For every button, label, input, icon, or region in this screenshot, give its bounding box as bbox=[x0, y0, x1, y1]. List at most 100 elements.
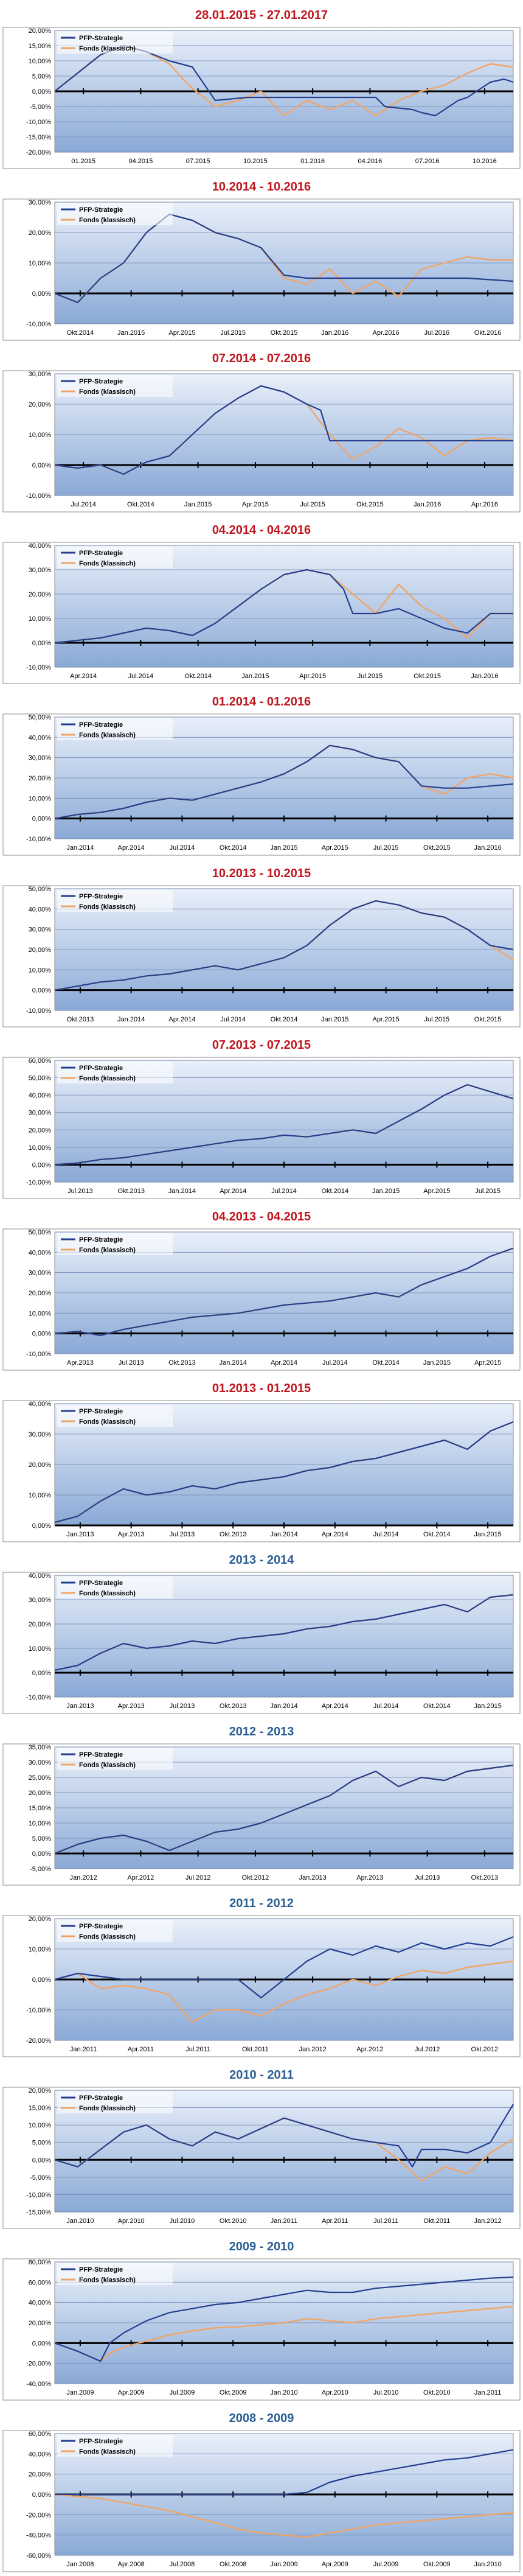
y-tick-label: 10,00% bbox=[29, 1310, 52, 1317]
y-tick-label: 20,00% bbox=[29, 401, 52, 408]
line-chart: 50,00% 40,00% 30,00% 20,00% 10,00% 0,00% -10,0… bbox=[2, 885, 521, 1027]
legend-box bbox=[57, 375, 173, 397]
y-tick-label: 0,00% bbox=[32, 1976, 51, 1984]
x-tick-label: Jul.2013 bbox=[170, 1703, 195, 1710]
y-tick-label: -20,00% bbox=[26, 149, 51, 156]
y-tick-label: -10,00% bbox=[26, 321, 51, 328]
x-tick-label: Apr.2013 bbox=[356, 1874, 383, 1881]
y-tick-label: 0,00% bbox=[32, 1850, 51, 1858]
legend: PFP-Strategie Fonds (klassisch) bbox=[57, 32, 173, 54]
y-tick-label: 60,00% bbox=[29, 2279, 52, 2286]
y-tick-label: 0,00% bbox=[32, 987, 51, 995]
x-tick-label: Jul.2013 bbox=[119, 1359, 144, 1367]
x-tick-label: Jul.2014 bbox=[170, 844, 195, 852]
y-tick-label: -15,00% bbox=[26, 134, 51, 141]
line-chart: 80,00% 60,00% 40,00% 20,00% 0,00% -20,00% -40,… bbox=[2, 2258, 521, 2401]
x-tick-label: 01.2016 bbox=[300, 158, 325, 165]
y-tick-label: -10,00% bbox=[26, 1179, 51, 1186]
x-tick-label: Jan.2014 bbox=[168, 1188, 196, 1195]
legend-box bbox=[57, 718, 173, 740]
chart-panel: 01.2014 - 01.2016 50,00% 40,00% 30,00% 20,00… bbox=[2, 691, 521, 857]
chart-title: 2013 - 2014 bbox=[229, 1553, 294, 1567]
legend: PFP-Strategie Fonds (klassisch) bbox=[57, 2091, 173, 2113]
x-tick-label: Jan.2011 bbox=[271, 2217, 297, 2225]
x-tick-label: Jan.2015 bbox=[321, 1016, 348, 1023]
legend: PFP-Strategie Fonds (klassisch) bbox=[57, 1577, 173, 1598]
y-tick-label: 5,00% bbox=[32, 1835, 51, 1843]
x-tick-label: 10.2015 bbox=[243, 158, 268, 165]
x-tick-label: Okt.2013 bbox=[168, 1359, 196, 1367]
x-tick-label: Jan.2014 bbox=[270, 1531, 297, 1538]
y-tick-label: 80,00% bbox=[29, 2259, 52, 2266]
line-chart: 20,00% 15,00% 10,00% 5,00% 0,00% -5,00% -10,00… bbox=[2, 2087, 521, 2229]
y-tick-label: 10,00% bbox=[29, 1492, 52, 1499]
legend-label: PFP-Strategie bbox=[79, 893, 123, 900]
line-chart: 50,00% 40,00% 30,00% 20,00% 10,00% 0,00% -10,0… bbox=[2, 1228, 521, 1371]
x-tick-label: Apr.2009 bbox=[118, 2389, 145, 2396]
y-tick-label: 50,00% bbox=[29, 714, 52, 721]
y-tick-label: -10,00% bbox=[26, 119, 51, 126]
legend-label: Fonds (klassisch) bbox=[79, 45, 136, 52]
x-tick-label: Jul.2015 bbox=[424, 1016, 450, 1023]
y-tick-label: 20,00% bbox=[29, 27, 52, 35]
legend: PFP-Strategie Fonds (klassisch) bbox=[57, 890, 173, 912]
x-tick-label: Jul.2013 bbox=[170, 1531, 195, 1538]
y-tick-label: -5,00% bbox=[30, 103, 51, 111]
x-tick-label: Apr.2014 bbox=[271, 1359, 297, 1367]
legend-label: PFP-Strategie bbox=[79, 721, 123, 729]
x-tick-label: Jan.2015 bbox=[184, 501, 212, 508]
line-chart: 30,00% 20,00% 10,00% 0,00% -10,00% Jul.2014 Ok… bbox=[2, 370, 521, 513]
x-tick-label: Jan.2012 bbox=[474, 2217, 501, 2225]
legend-box bbox=[57, 32, 173, 54]
x-tick-label: Okt.2014 bbox=[67, 329, 94, 337]
x-tick-label: Apr.2015 bbox=[373, 1016, 400, 1023]
legend-label: PFP-Strategie bbox=[79, 1408, 123, 1415]
x-tick-label: Jan.2009 bbox=[66, 2389, 94, 2396]
line-chart: 60,00% 50,00% 40,00% 30,00% 20,00% 10,00% 0,00… bbox=[2, 1057, 521, 1199]
y-tick-label: -40,00% bbox=[26, 2532, 51, 2539]
series-line-pfp-strategie bbox=[54, 1083, 514, 1166]
y-tick-label: 50,00% bbox=[29, 886, 52, 893]
legend-label: Fonds (klassisch) bbox=[79, 1075, 136, 1082]
series-line-pfp-strategie bbox=[54, 744, 514, 819]
chart-title: 2011 - 2012 bbox=[229, 1897, 294, 1910]
x-tick-label: Okt.2011 bbox=[242, 2046, 269, 2053]
legend-box bbox=[57, 2091, 173, 2113]
y-tick-label: -10,00% bbox=[26, 1007, 51, 1015]
x-tick-label: Okt.2011 bbox=[423, 2217, 450, 2225]
x-tick-label: Jan.2010 bbox=[270, 2389, 297, 2396]
x-tick-label: Apr.2015 bbox=[322, 844, 348, 852]
y-tick-label: 0,00% bbox=[32, 2157, 51, 2164]
x-tick-label: 04.2016 bbox=[358, 158, 382, 165]
y-tick-label: -10,00% bbox=[26, 2191, 51, 2199]
series-line-pfp-strategie bbox=[54, 1247, 514, 1337]
legend-label: PFP-Strategie bbox=[79, 550, 123, 557]
chart-title: 04.2014 - 04.2016 bbox=[212, 523, 311, 537]
x-tick-label: Jul.2014 bbox=[373, 1703, 399, 1710]
x-tick-label: Jan.2015 bbox=[474, 1531, 501, 1538]
line-chart: 40,00% 30,00% 20,00% 10,00% 0,00% -10,00% Apr.… bbox=[2, 542, 521, 684]
x-tick-label: Okt.2012 bbox=[242, 1874, 269, 1881]
legend: PFP-Strategie Fonds (klassisch) bbox=[57, 1405, 173, 1427]
x-tick-label: Jul.2016 bbox=[424, 329, 450, 337]
series-line-pfp-strategie bbox=[54, 1764, 514, 1855]
y-tick-label: 30,00% bbox=[29, 1110, 52, 1117]
x-tick-label: 10.2016 bbox=[473, 158, 497, 165]
legend-box bbox=[57, 1062, 173, 1083]
chart-title: 2009 - 2010 bbox=[229, 2240, 294, 2253]
legend-box bbox=[57, 203, 173, 225]
x-tick-label: Okt.2009 bbox=[220, 2389, 247, 2396]
x-tick-label: Jul.2015 bbox=[300, 501, 325, 508]
y-tick-label: 20,00% bbox=[29, 2087, 52, 2095]
chart-title: 07.2013 - 07.2015 bbox=[212, 1038, 311, 1052]
y-tick-label: 35,00% bbox=[29, 1744, 52, 1751]
series-line-pfp-strategie bbox=[54, 1421, 514, 1524]
y-tick-label: 5,00% bbox=[32, 2140, 51, 2147]
series-line-pfp-strategie bbox=[54, 2276, 514, 2362]
y-tick-label: 0,00% bbox=[32, 2491, 51, 2499]
x-tick-label: Apr.2016 bbox=[471, 501, 498, 508]
y-tick-label: 10,00% bbox=[29, 967, 52, 974]
y-tick-label: 40,00% bbox=[29, 2451, 52, 2458]
series-line-fonds-klassisch bbox=[54, 2306, 514, 2362]
y-tick-label: 40,00% bbox=[29, 1249, 52, 1256]
